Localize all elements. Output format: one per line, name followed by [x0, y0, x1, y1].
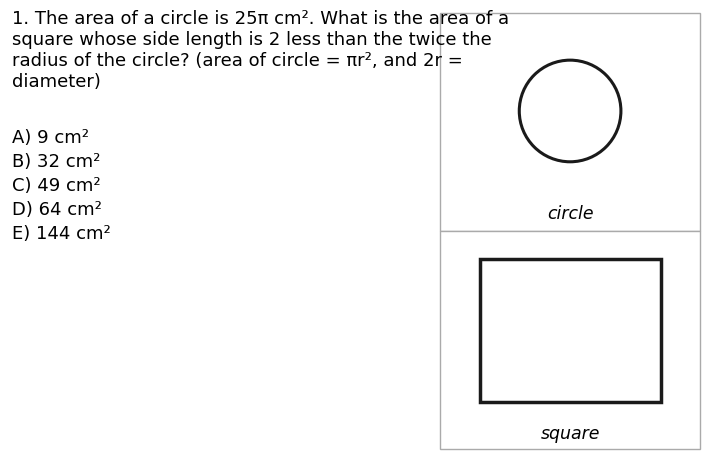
Text: 1. The area of a circle is 25π cm². What is the area of a: 1. The area of a circle is 25π cm². What…: [12, 10, 509, 28]
Circle shape: [519, 60, 621, 162]
Bar: [440, 231, 700, 449]
Text: D) 64 cm²: D) 64 cm²: [12, 201, 102, 219]
Text: square whose side length is 2 less than the twice the: square whose side length is 2 less than …: [12, 31, 492, 49]
Text: radius of the circle? (area of circle = πr², and 2r =: radius of the circle? (area of circle = …: [12, 52, 462, 70]
Text: A) 9 cm²: A) 9 cm²: [12, 129, 89, 147]
Text: E) 144 cm²: E) 144 cm²: [12, 225, 111, 243]
Text: circle: circle: [547, 205, 593, 223]
Bar: [480, 259, 661, 401]
Text: B) 32 cm²: B) 32 cm²: [12, 153, 101, 171]
Bar: [440, 13, 700, 231]
Text: diameter): diameter): [12, 73, 101, 91]
Text: C) 49 cm²: C) 49 cm²: [12, 177, 101, 195]
Text: square: square: [541, 425, 600, 443]
